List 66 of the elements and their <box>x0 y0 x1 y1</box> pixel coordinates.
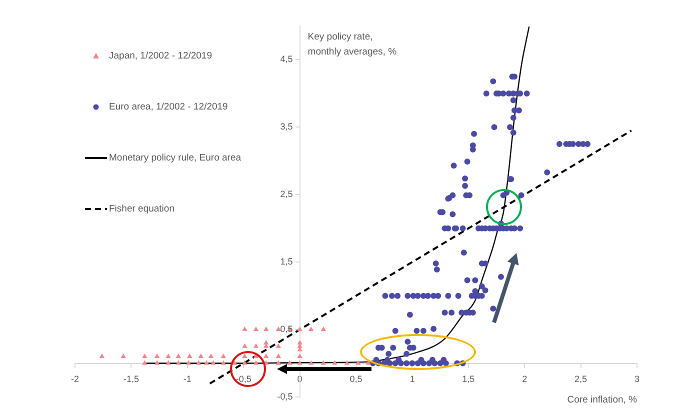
point <box>320 326 326 332</box>
x-tick-label: -1,5 <box>123 374 139 384</box>
point <box>356 360 361 365</box>
legend-label: Fisher equation <box>109 204 174 215</box>
point <box>154 354 160 358</box>
point <box>253 360 259 365</box>
point <box>99 354 105 358</box>
point <box>263 326 269 332</box>
y-tick-label: 1,5 <box>280 256 293 267</box>
point <box>276 360 282 365</box>
x-axis-title: Core inflation, % <box>567 394 638 406</box>
point <box>204 360 210 365</box>
point <box>208 354 214 358</box>
point <box>166 354 171 358</box>
point <box>242 360 248 365</box>
point <box>344 360 350 365</box>
point <box>263 340 269 345</box>
y-tick-label: 2,5 <box>280 189 293 200</box>
point <box>332 360 338 365</box>
y-tick-label: -0,5 <box>277 391 293 402</box>
point <box>242 354 248 358</box>
x-tick-label: -0,5 <box>236 374 252 384</box>
x-tick-label: 2 <box>522 374 528 384</box>
point <box>142 354 148 358</box>
point <box>253 343 259 348</box>
point <box>198 354 204 358</box>
legend-label: Euro area, 1/2002 - 12/2019 <box>109 102 228 113</box>
x-tick-label: 2,5 <box>574 374 588 384</box>
legend-label: Japan, 1/2002 - 12/2019 <box>109 50 212 62</box>
point <box>120 354 126 358</box>
point <box>220 360 226 365</box>
point <box>176 360 182 365</box>
point <box>154 360 160 365</box>
point <box>320 360 326 365</box>
point <box>242 343 248 348</box>
point <box>166 360 171 365</box>
point <box>297 360 302 365</box>
point <box>196 360 202 365</box>
point <box>297 354 302 358</box>
x-tick-label: 3 <box>634 374 640 384</box>
point <box>253 326 259 332</box>
y-axis-title: Key policy rate, monthly averages, % <box>308 32 398 58</box>
x-tick-label: -2 <box>70 374 80 384</box>
x-tick-label: -1 <box>183 374 192 384</box>
point <box>142 360 148 365</box>
point <box>297 340 302 345</box>
y-tick-label: 4,5 <box>280 54 293 64</box>
point <box>297 326 302 332</box>
point <box>276 354 282 358</box>
point <box>242 326 248 332</box>
point <box>210 360 216 365</box>
point <box>186 360 192 365</box>
point <box>287 360 292 365</box>
point <box>263 354 269 358</box>
point <box>308 326 314 332</box>
point <box>220 354 226 358</box>
x-tick-label: 1 <box>410 374 415 384</box>
y-tick-label: 0,5 <box>280 324 293 334</box>
legend-label: Monetary policy rule, Euro area <box>109 152 242 164</box>
point <box>308 360 314 365</box>
x-tick-label: 1,5 <box>462 374 475 384</box>
x-tick-label: 0,5 <box>350 374 362 384</box>
point <box>276 343 282 348</box>
point <box>176 354 182 358</box>
y-tick-label: 3,5 <box>280 122 293 132</box>
point <box>187 354 192 358</box>
